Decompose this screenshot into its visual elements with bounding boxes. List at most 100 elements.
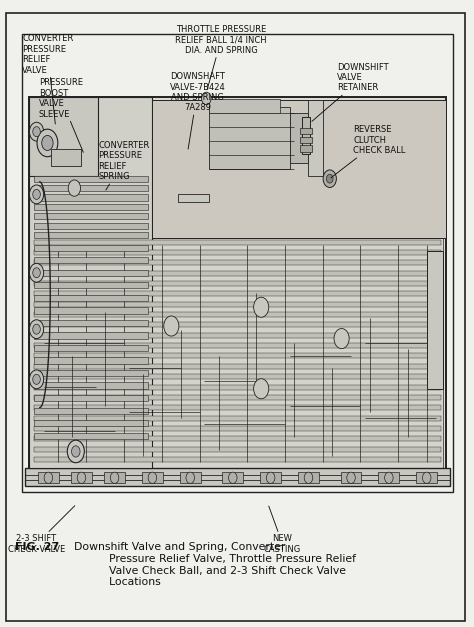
Bar <box>29 97 153 468</box>
Bar <box>300 128 312 134</box>
Circle shape <box>201 92 211 105</box>
Bar <box>25 468 450 486</box>
Bar <box>416 472 437 483</box>
Bar <box>34 420 148 426</box>
Circle shape <box>110 472 119 483</box>
Circle shape <box>29 185 44 204</box>
Bar <box>34 282 148 288</box>
Bar <box>32 238 443 468</box>
Text: PRESSURE
BOOST
VALVE
SLEEVE: PRESSURE BOOST VALVE SLEEVE <box>39 78 83 152</box>
Bar <box>34 312 441 317</box>
Bar <box>34 194 148 201</box>
Bar <box>34 271 441 276</box>
Bar <box>34 374 441 379</box>
Text: CONVERTER
PRESSURE
RELIEF
SPRING: CONVERTER PRESSURE RELIEF SPRING <box>98 141 149 190</box>
Circle shape <box>164 316 179 336</box>
Bar <box>34 416 441 421</box>
Circle shape <box>422 472 431 483</box>
Circle shape <box>327 174 333 183</box>
Circle shape <box>323 170 337 187</box>
Circle shape <box>148 472 157 483</box>
Bar <box>34 343 441 348</box>
Circle shape <box>384 472 393 483</box>
Bar <box>34 232 148 238</box>
Circle shape <box>44 472 53 483</box>
Bar <box>34 370 148 376</box>
Bar <box>34 176 148 182</box>
Bar <box>34 257 148 263</box>
Bar <box>34 204 148 210</box>
Bar <box>104 472 125 483</box>
Circle shape <box>72 446 80 457</box>
Bar <box>427 251 443 389</box>
Circle shape <box>68 180 81 196</box>
Circle shape <box>33 324 40 334</box>
Bar <box>34 357 148 364</box>
Circle shape <box>29 263 44 282</box>
Circle shape <box>37 129 58 157</box>
Circle shape <box>266 472 275 483</box>
Bar <box>290 113 309 163</box>
Text: FIG. 27: FIG. 27 <box>15 542 60 552</box>
Bar <box>341 472 362 483</box>
Bar <box>34 332 148 339</box>
Bar <box>209 99 280 113</box>
Circle shape <box>29 122 44 141</box>
Bar <box>34 295 148 301</box>
Bar <box>34 436 441 441</box>
Circle shape <box>33 189 40 199</box>
Text: DOWNSHIFT
VALVE
RETAINER: DOWNSHIFT VALVE RETAINER <box>312 63 389 122</box>
Circle shape <box>186 472 194 483</box>
Bar <box>34 320 148 326</box>
Bar <box>34 322 441 327</box>
Bar <box>34 364 441 369</box>
Circle shape <box>67 440 84 463</box>
Bar <box>34 408 148 414</box>
Circle shape <box>29 370 44 389</box>
Text: NEW
CASTING: NEW CASTING <box>264 506 301 554</box>
Text: Downshift Valve and Spring, Converter
          Pressure Relief Valve, Throttle : Downshift Valve and Spring, Converter Pr… <box>74 542 356 587</box>
Bar <box>309 100 323 176</box>
Bar <box>34 395 148 401</box>
Circle shape <box>254 379 269 399</box>
Bar <box>29 97 446 470</box>
Circle shape <box>42 135 53 150</box>
Circle shape <box>347 472 356 483</box>
Bar <box>34 426 441 431</box>
Bar <box>34 307 148 314</box>
Bar <box>51 149 82 166</box>
Bar <box>34 345 148 351</box>
Bar <box>34 292 441 297</box>
Bar <box>34 223 148 229</box>
Bar <box>302 117 310 154</box>
Bar <box>71 472 92 483</box>
Bar <box>222 472 243 483</box>
Text: REVERSE
CLUTCH
CHECK BALL: REVERSE CLUTCH CHECK BALL <box>331 125 406 178</box>
Bar <box>34 384 441 389</box>
Circle shape <box>304 472 313 483</box>
Bar <box>34 270 148 276</box>
Text: THROTTLE PRESSURE
RELIEF BALL 1/4 INCH
DIA. AND SPRING: THROTTLE PRESSURE RELIEF BALL 1/4 INCH D… <box>175 25 267 90</box>
Bar <box>378 472 399 483</box>
Bar <box>29 97 98 176</box>
Bar <box>34 281 441 286</box>
Bar <box>34 433 148 439</box>
Text: CONVERTER
PRESSURE
RELIEF
VALVE: CONVERTER PRESSURE RELIEF VALVE <box>22 34 73 124</box>
Bar <box>34 405 441 410</box>
Bar <box>34 457 441 462</box>
Text: 2-3 SHIFT
CHECK VALVE: 2-3 SHIFT CHECK VALVE <box>8 506 75 554</box>
Bar <box>38 472 59 483</box>
Bar <box>142 472 163 483</box>
Bar <box>34 395 441 400</box>
Bar <box>153 100 446 238</box>
Circle shape <box>33 374 40 384</box>
Bar <box>22 34 453 492</box>
Bar <box>260 472 281 483</box>
Bar <box>300 137 312 143</box>
Circle shape <box>33 127 40 137</box>
Bar <box>34 213 148 219</box>
Circle shape <box>29 320 44 339</box>
Text: DOWNSHAFT
VALVE-7B424
AND SPRING
7A289: DOWNSHAFT VALVE-7B424 AND SPRING 7A289 <box>170 72 225 149</box>
Bar <box>34 354 441 359</box>
Circle shape <box>254 297 269 317</box>
